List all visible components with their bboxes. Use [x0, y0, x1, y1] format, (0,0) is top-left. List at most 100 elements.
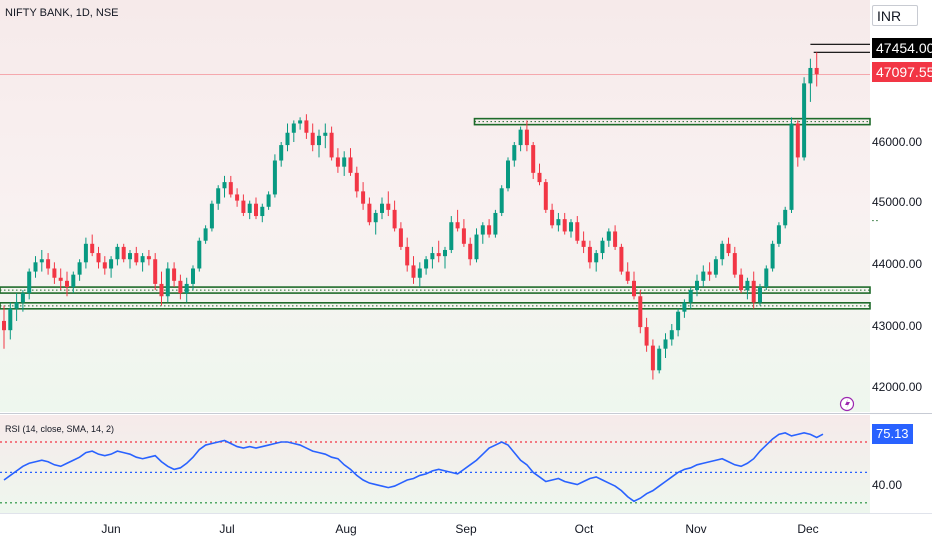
candle-body — [474, 234, 479, 260]
candle-body — [644, 327, 649, 346]
candle-body — [468, 243, 473, 260]
candle-body — [342, 157, 347, 167]
candle-body — [688, 290, 693, 303]
candle-body — [58, 277, 63, 281]
candle-body — [543, 182, 548, 210]
candle-body — [461, 228, 466, 244]
candle-body — [751, 280, 756, 303]
candle-body — [235, 194, 240, 201]
candle-body — [121, 246, 126, 260]
candle-body — [695, 280, 699, 291]
candle-body — [783, 209, 788, 226]
candle-body — [594, 253, 599, 263]
candle-body — [682, 302, 687, 312]
candle-body — [373, 212, 378, 223]
rsi-legend[interactable]: RSI (14, close, SMA, 14, 2) — [5, 424, 115, 434]
candle-body — [165, 268, 170, 297]
candle-body — [209, 203, 214, 229]
candle-body — [808, 67, 813, 84]
candle-body — [335, 157, 340, 167]
candle-body — [669, 330, 674, 340]
support-resistance-zone — [0, 286, 871, 294]
candle-body — [71, 274, 76, 287]
candle-body — [46, 259, 51, 269]
candle-body — [487, 225, 492, 235]
candle-body — [27, 271, 32, 294]
candle-body — [14, 302, 19, 309]
alert-icon[interactable] — [839, 396, 855, 412]
rsi-value-tag: 75.13 — [872, 424, 913, 444]
candle-body — [776, 225, 781, 244]
last-price-tag: 47097.55 — [872, 62, 932, 82]
candle-body — [247, 203, 252, 213]
candle-body — [52, 268, 57, 278]
candle-body — [398, 228, 403, 247]
candle-body — [153, 259, 158, 284]
candle-body — [8, 308, 13, 331]
candle-body — [556, 219, 561, 226]
candle-body — [323, 132, 328, 136]
candle-body — [279, 145, 284, 161]
candle-body — [770, 243, 775, 269]
candle-body — [795, 123, 800, 158]
candle-body — [285, 132, 290, 146]
candle-body — [2, 320, 6, 331]
candle-body — [380, 203, 384, 213]
candle-body — [83, 243, 88, 263]
candle-body — [758, 286, 762, 303]
symbol-title[interactable]: NIFTY BANK, 1D, NSE — [5, 7, 119, 19]
candle-body — [745, 280, 750, 291]
price-tick-label: 44000.00 — [872, 257, 923, 271]
candle-body — [228, 182, 233, 195]
candle-body — [20, 293, 25, 303]
month-label: Jul — [219, 522, 235, 536]
candle-body — [575, 222, 580, 241]
candle-body — [386, 203, 391, 210]
candle-body — [128, 253, 132, 260]
candle-body — [506, 160, 510, 189]
price-pane-background — [0, 0, 870, 412]
month-label: Jun — [101, 522, 121, 536]
candle-body — [524, 129, 529, 146]
rsi-tick-label: 40.00 — [872, 478, 903, 492]
candle-body — [304, 120, 309, 133]
candle-body — [146, 256, 151, 260]
month-label: Oct — [574, 522, 594, 536]
candle-body — [493, 212, 498, 235]
support-resistance-layer — [0, 43, 878, 310]
month-label: Sep — [455, 522, 477, 536]
candle-body — [600, 240, 605, 254]
candle-body — [348, 157, 353, 173]
candle-body — [531, 145, 536, 173]
candle-body — [764, 268, 769, 287]
price-tick-label: 45000.00 — [872, 195, 923, 209]
candle-body — [317, 135, 321, 146]
candle-body — [430, 253, 435, 260]
month-label: Aug — [335, 522, 357, 536]
candle-body — [443, 249, 447, 257]
candle-body — [499, 188, 504, 213]
candle-body — [254, 203, 258, 217]
candle-body — [216, 188, 221, 204]
candle-body — [191, 268, 195, 284]
candle-body — [392, 209, 397, 229]
candle-body — [726, 243, 731, 254]
candle-body — [291, 123, 296, 133]
support-resistance-zone — [0, 302, 871, 310]
candle-body — [178, 280, 183, 294]
month-label: Dec — [797, 522, 819, 536]
candle-body — [625, 271, 630, 281]
candle-body — [140, 256, 145, 263]
candle-body — [329, 132, 334, 158]
candle-body — [354, 172, 359, 192]
candle-body — [650, 345, 655, 371]
candle-body — [109, 259, 114, 269]
candle-body — [587, 246, 592, 263]
price-tick-label: 43000.00 — [872, 319, 923, 333]
candle-body — [172, 268, 177, 281]
currency-selector[interactable]: INR — [872, 5, 918, 26]
candle-body — [115, 246, 120, 260]
candle-body — [613, 231, 618, 247]
candle-body — [33, 262, 38, 272]
candle-body — [562, 219, 567, 232]
